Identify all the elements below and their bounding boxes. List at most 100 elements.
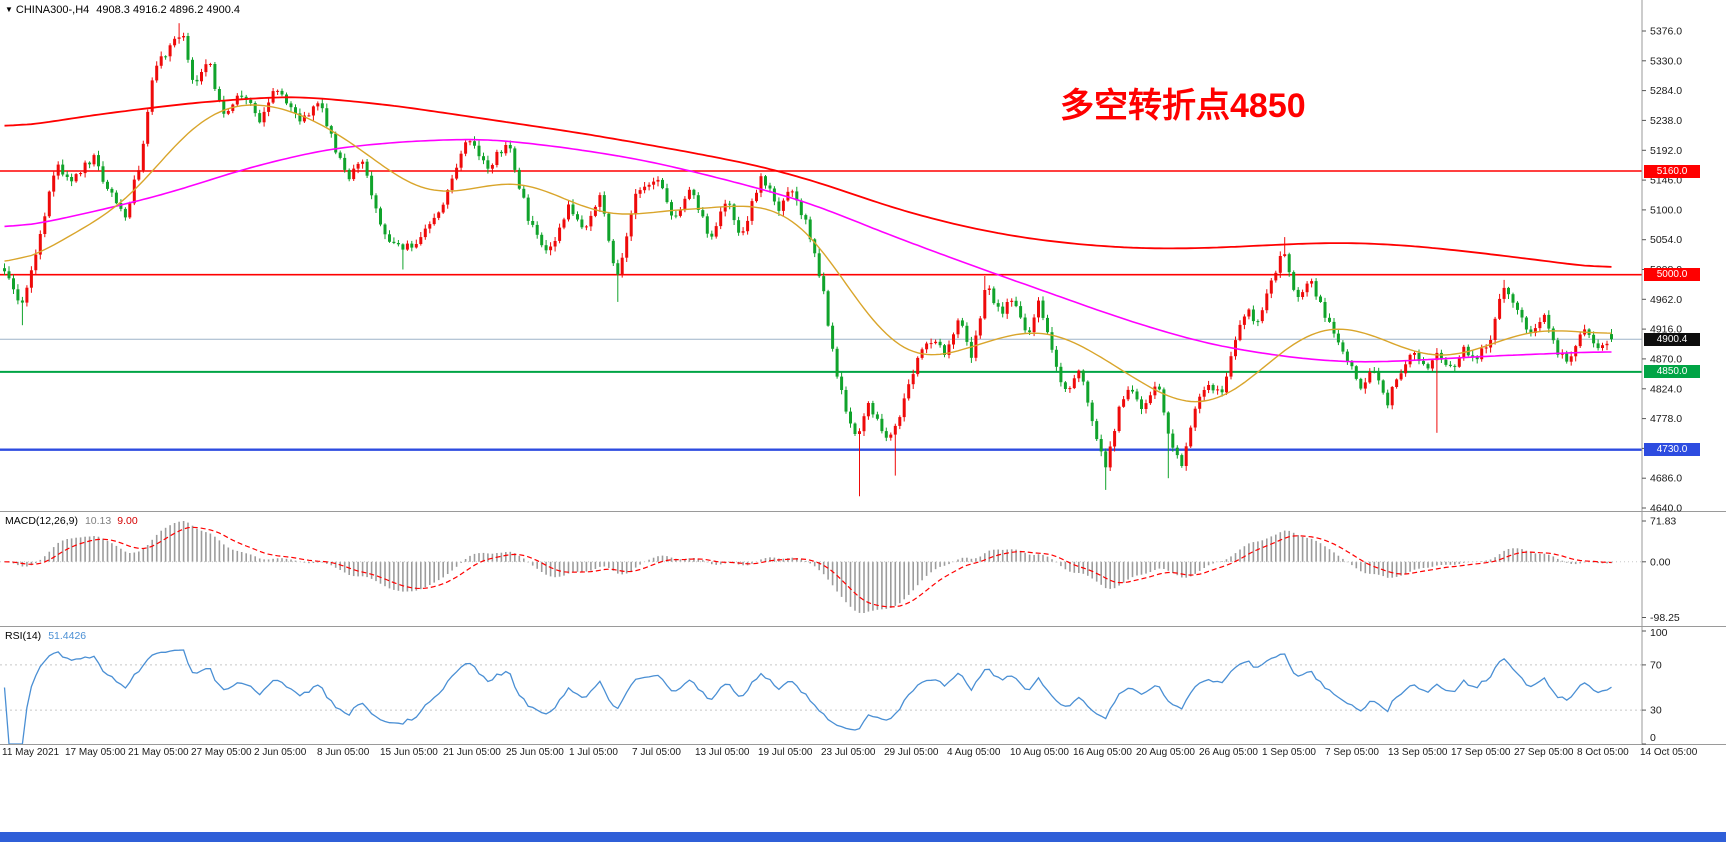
- candle-body: [1068, 388, 1072, 390]
- candle-body: [929, 343, 933, 345]
- candle-body: [285, 94, 288, 104]
- price-axis-label: 5330.0: [1650, 55, 1682, 67]
- candle-body: [249, 99, 253, 103]
- candle-body: [1372, 372, 1376, 373]
- time-axis-label: 1 Sep 05:00: [1262, 747, 1316, 758]
- macd-indicator-panel[interactable]: 71.83 0.00 -98.25: [0, 512, 1726, 627]
- candle-body: [960, 320, 964, 326]
- candle-body: [253, 103, 257, 114]
- candle-body: [1386, 392, 1390, 406]
- rsi-line: [3, 649, 1612, 745]
- macd-histogram: [8, 521, 1613, 613]
- candle-body: [477, 145, 481, 157]
- candle-body: [1081, 370, 1085, 382]
- macd-axis-label: -98.25: [1650, 612, 1680, 624]
- candle-body: [208, 64, 212, 65]
- candle-body: [52, 175, 56, 192]
- candle-body: [1578, 334, 1582, 347]
- candle-body: [629, 214, 633, 237]
- candle-body: [683, 198, 687, 210]
- candle-body: [1341, 342, 1345, 352]
- candle-body: [1211, 385, 1215, 391]
- candle-body: [755, 192, 758, 202]
- candle-body: [1175, 447, 1179, 456]
- candle-body: [826, 291, 830, 326]
- candle-body: [316, 103, 320, 107]
- candle-body: [1475, 356, 1479, 360]
- candle-body: [1037, 300, 1040, 318]
- price-axis-label: 4640.0: [1650, 503, 1682, 513]
- taskbar-strip[interactable]: [0, 832, 1726, 842]
- candle-body: [441, 204, 445, 213]
- candle-body: [983, 290, 987, 319]
- candle-body: [513, 148, 517, 170]
- candle-body: [670, 202, 673, 216]
- candle-body: [34, 254, 38, 271]
- ma-line-fast-orange: [4, 104, 1612, 403]
- candlestick-series: [3, 23, 1613, 497]
- price-axis-scale[interactable]: 5376.0 5330.0 5284.0 5238.0 5192.0 5146.0 5100…: [1642, 26, 1682, 513]
- candle-body: [934, 341, 938, 344]
- candle-body: [540, 234, 544, 246]
- candle-body: [862, 416, 866, 432]
- candle-body: [647, 184, 651, 187]
- candle-body: [1426, 364, 1430, 369]
- candle-body: [155, 65, 159, 81]
- candle-body: [759, 176, 763, 193]
- candle-body: [996, 303, 1000, 307]
- candle-body: [1077, 370, 1081, 379]
- candle-body: [1144, 403, 1148, 409]
- chart-menu-arrow-icon[interactable]: ▼: [5, 5, 13, 14]
- candle-body: [114, 192, 118, 204]
- candle-body: [1435, 352, 1439, 361]
- candle-body: [1171, 433, 1175, 448]
- rsi-indicator-panel[interactable]: 100 70 30 0: [0, 627, 1726, 745]
- candle-body: [280, 90, 284, 95]
- price-badge-4900.4: 4900.4: [1644, 332, 1700, 346]
- candle-body: [925, 343, 929, 350]
- candle-body: [1332, 321, 1336, 334]
- candle-body: [1140, 399, 1143, 409]
- candle-body: [567, 204, 570, 220]
- candle-body: [1453, 365, 1457, 367]
- candle-body: [1095, 421, 1099, 440]
- candle-body: [777, 201, 781, 211]
- time-axis-label: 17 May 05:00: [65, 747, 126, 758]
- candle-body: [374, 195, 378, 209]
- candle-body: [486, 160, 490, 169]
- time-axis-label: 23 Jul 05:00: [821, 747, 876, 758]
- candle-body: [692, 189, 696, 196]
- candle-body: [1278, 256, 1282, 273]
- candle-body: [1601, 345, 1604, 348]
- candle-body: [817, 253, 821, 277]
- candle-body: [311, 106, 315, 116]
- candle-body: [428, 224, 432, 229]
- candle-body: [813, 239, 817, 254]
- candle-body: [298, 113, 302, 122]
- candle-body: [137, 170, 141, 180]
- candle-body: [522, 188, 526, 198]
- time-axis[interactable]: 11 May 2021 17 May 05:00 21 May 05:00 27 Ma…: [0, 747, 1726, 765]
- rsi-axis-label: 70: [1650, 659, 1662, 671]
- candle-body: [1090, 402, 1094, 422]
- candle-body: [866, 403, 870, 417]
- candle-body: [799, 200, 803, 216]
- candle-body: [661, 179, 664, 189]
- candle-body: [159, 56, 163, 66]
- candle-body: [1605, 343, 1609, 346]
- candle-body: [446, 190, 450, 205]
- candle-body: [898, 417, 902, 426]
- candle-body: [1336, 333, 1340, 343]
- time-axis-label: 17 Sep 05:00: [1451, 747, 1511, 758]
- candle-body: [1001, 306, 1005, 314]
- candle-body: [1345, 351, 1349, 362]
- candle-body: [468, 141, 472, 143]
- candle-body: [88, 162, 92, 165]
- candle-body: [956, 320, 960, 335]
- candle-body: [1484, 347, 1488, 349]
- candle-body: [3, 268, 6, 272]
- candle-body: [1556, 340, 1560, 355]
- main-price-chart[interactable]: 5376.0 5330.0 5284.0 5238.0 5192.0 5146.0 5100…: [0, 0, 1726, 512]
- candle-body: [1010, 300, 1014, 302]
- candle-body: [1538, 322, 1542, 329]
